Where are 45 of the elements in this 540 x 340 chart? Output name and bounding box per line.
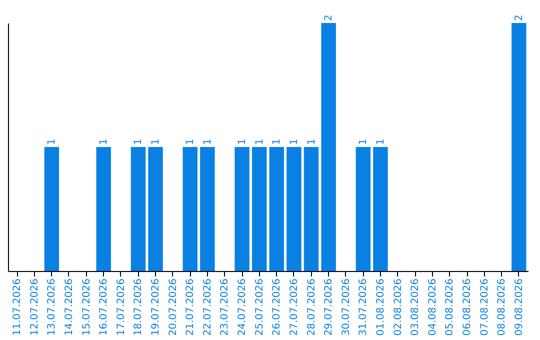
x-tick-label: 06.08.2026 <box>462 278 473 336</box>
x-tick-label: 13.07.2026 <box>46 278 58 336</box>
data-label: 1 <box>237 138 248 145</box>
x-tick-label: 25.07.2026 <box>254 278 266 336</box>
x-tick-label: 29.07.2026 <box>324 278 335 336</box>
data-label: 2 <box>514 14 525 21</box>
x-tick-label: 26.07.2026 <box>272 278 283 336</box>
x-tick-label: 23.07.2026 <box>220 278 231 336</box>
x-tick-label: 02.08.2026 <box>392 278 404 336</box>
x-tick-label: 15.07.2026 <box>81 278 92 336</box>
data-label: 1 <box>375 138 386 145</box>
data-label: 1 <box>46 138 58 145</box>
x-tick-label: 14.07.2026 <box>64 278 75 336</box>
data-label: 1 <box>185 138 196 145</box>
x-tick-label: 12.07.2026 <box>29 278 40 336</box>
data-label: 1 <box>98 138 110 145</box>
x-tick-label: 27.07.2026 <box>288 278 300 336</box>
x-tick-label: 31.07.2026 <box>358 278 370 336</box>
data-label: 1 <box>254 138 266 145</box>
x-tick-label: 16.07.2026 <box>98 278 110 336</box>
data-label: 1 <box>133 138 144 145</box>
x-tick-label: 20.07.2026 <box>168 278 179 336</box>
x-tick-label: 03.08.2026 <box>410 278 422 336</box>
x-tick-label: 01.08.2026 <box>375 278 386 336</box>
x-tick-label: 11.07.2026 <box>12 278 24 336</box>
x-tick-label: 09.08.2026 <box>514 278 525 336</box>
x-tick-label: 21.07.2026 <box>185 278 196 336</box>
x-tick-label: 19.07.2026 <box>150 278 162 336</box>
x-tick-label: 22.07.2026 <box>202 278 214 336</box>
data-label: 1 <box>272 138 283 145</box>
x-tick-label: 17.07.2026 <box>116 278 127 336</box>
x-tick-label: 28.07.2026 <box>306 278 318 336</box>
x-tick-label: 07.08.2026 <box>479 278 490 336</box>
x-tick-label: 18.07.2026 <box>133 278 144 336</box>
x-tick-label: 24.07.2026 <box>237 278 248 336</box>
x-tick-label: 08.08.2026 <box>496 278 508 336</box>
data-label: 1 <box>306 138 318 145</box>
x-tick-label: 05.08.2026 <box>444 278 456 336</box>
x-tick-label: 30.07.2026 <box>340 278 352 336</box>
data-label: 1 <box>202 138 214 145</box>
data-label: 1 <box>288 138 300 145</box>
data-label: 1 <box>150 138 162 145</box>
data-label: 2 <box>324 14 335 21</box>
data-label: 1 <box>358 138 370 145</box>
x-tick-label: 04.08.2026 <box>427 278 438 336</box>
